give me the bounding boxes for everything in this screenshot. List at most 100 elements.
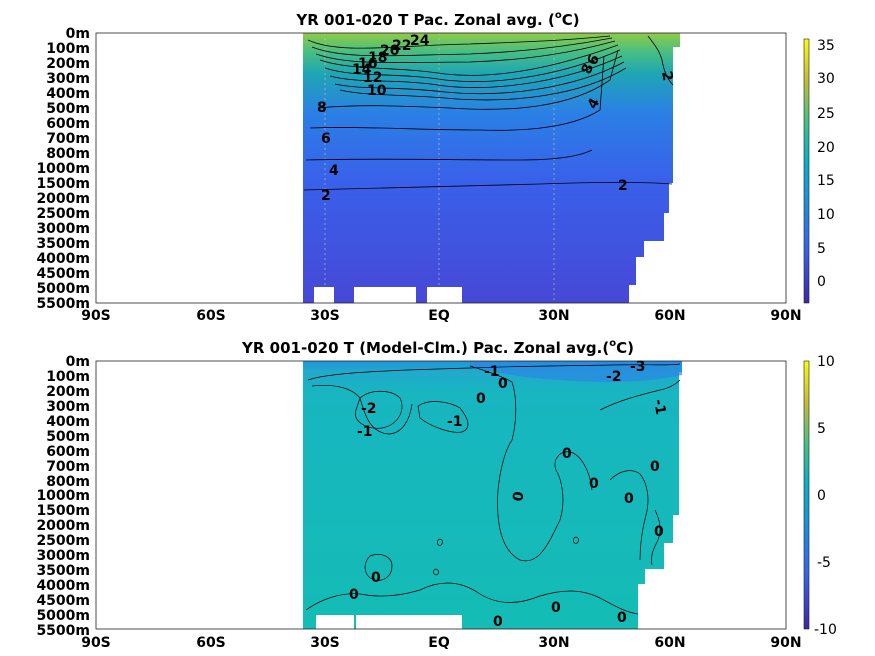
bottom-ytick: 200m xyxy=(46,384,90,400)
bottom-cbar-tick: -5 xyxy=(817,555,831,571)
top-title-end: C) xyxy=(562,11,580,29)
top-cbar-tick: 0 xyxy=(817,274,826,290)
bottom-title-sup: o xyxy=(609,338,616,349)
bottom-axes-frame xyxy=(95,360,787,630)
top-data-field xyxy=(303,33,680,303)
top-cbar-tick: 25 xyxy=(817,106,835,122)
bottom-ytick: 500m xyxy=(46,429,90,445)
top-cbar-tick: 35 xyxy=(817,38,835,54)
contour-label-0: 0 xyxy=(562,446,572,462)
top-ytick: 3000m xyxy=(36,221,90,237)
top-x-axis: 90S 60S 30S EQ 30N 60N 90N xyxy=(81,308,801,324)
top-cbar-tick: 15 xyxy=(817,173,835,189)
bottom-ytick: 5500m xyxy=(36,623,90,639)
bottom-xtick: 60S xyxy=(196,635,226,651)
contour-label-0: 0 xyxy=(624,491,634,507)
bottom-data-field xyxy=(303,361,682,629)
bottom-ocean-floor-gaps xyxy=(316,615,462,629)
top-panel: YR 001-020 T Pac. Zonal avg. (oC) xyxy=(36,10,834,324)
contour-label-2-north: 2 xyxy=(618,178,628,194)
top-xtick: 30S xyxy=(310,308,340,324)
top-ytick: 2500m xyxy=(36,206,90,222)
bottom-ytick: 800m xyxy=(46,474,90,490)
contour-label-20: 20 xyxy=(380,43,400,59)
bottom-panel: YR 001-020 T (Model-Clm.) Pac. Zonal avg… xyxy=(36,338,836,651)
top-ytick: 2000m xyxy=(36,191,90,207)
top-title-sup: o xyxy=(555,10,562,21)
bottom-xtick: 90S xyxy=(81,635,111,651)
top-ytick: 3500m xyxy=(36,236,90,252)
top-ytick: 5500m xyxy=(36,296,90,312)
contour-label-16: 16 xyxy=(358,56,377,72)
top-title-main: YR 001-020 T Pac. Zonal avg. ( xyxy=(295,11,554,29)
bottom-ytick: 2500m xyxy=(36,533,90,549)
bottom-cbar-tick: 5 xyxy=(817,421,826,437)
contour-label-0: 0 xyxy=(476,391,486,407)
top-ytick: 600m xyxy=(46,116,90,132)
contour-label-0: 0 xyxy=(493,614,503,630)
top-cbar-tick: 20 xyxy=(817,140,835,156)
top-ytick: 5000m xyxy=(36,281,90,297)
contour-label-minus2: -2 xyxy=(361,401,377,417)
bottom-colorbar-ramp xyxy=(803,360,810,630)
contour-label-22: 22 xyxy=(392,38,411,54)
bottom-ytick: 2000m xyxy=(36,518,90,534)
top-ocean-floor-gaps xyxy=(314,287,462,303)
contour-label-0: 0 xyxy=(371,570,381,586)
top-ytick: 800m xyxy=(46,146,90,162)
top-colorbar: 35 30 25 20 15 10 5 0 xyxy=(803,38,835,304)
bottom-cbar-tick: -10 xyxy=(814,622,837,638)
top-xtick: 90S xyxy=(81,308,111,324)
bottom-cbar-tick: 0 xyxy=(817,488,826,504)
bottom-xtick: 30N xyxy=(538,635,569,651)
contour-label-2-arctic: 2 xyxy=(658,70,675,82)
bottom-ytick: 700m xyxy=(46,459,90,475)
bottom-ytick: 3000m xyxy=(36,548,90,564)
bottom-contour-lines xyxy=(305,363,681,615)
top-xtick: EQ xyxy=(428,308,450,324)
top-cbar-tick: 10 xyxy=(817,207,835,223)
bottom-ytick: 1500m xyxy=(36,503,90,519)
contour-label-6-south: 6 xyxy=(321,131,331,147)
contour-label-14: 14 xyxy=(352,62,372,78)
bottom-chart-title: YR 001-020 T (Model-Clm.) Pac. Zonal avg… xyxy=(241,338,634,357)
contour-label-0: 0 xyxy=(654,524,664,540)
contour-label-10: 10 xyxy=(367,83,387,99)
top-ytick: 4500m xyxy=(36,266,90,282)
contour-label-0: 0 xyxy=(498,376,508,392)
top-ytick: 4000m xyxy=(36,251,90,267)
contour-label-minus1: -1 xyxy=(484,364,500,380)
contour-label-18: 18 xyxy=(368,50,387,66)
top-xtick: 60S xyxy=(196,308,226,324)
contour-label-24: 24 xyxy=(410,33,430,49)
bottom-y-axis: 0m 100m 200m 300m 400m 500m 600m 700m 80… xyxy=(36,354,90,639)
top-ytick: 400m xyxy=(46,86,90,102)
contour-label-4-south: 4 xyxy=(329,163,339,179)
contour-label-2-south: 2 xyxy=(321,188,331,204)
contour-label-minus2: -2 xyxy=(606,369,622,385)
top-ytick: 0m xyxy=(66,26,90,42)
top-ytick: 1500m xyxy=(36,176,90,192)
bottom-title-end: C) xyxy=(616,339,634,357)
bottom-colorbar: 10 5 0 -5 -10 xyxy=(803,354,837,638)
top-contour-lines xyxy=(303,35,674,191)
bottom-ytick: 0m xyxy=(66,354,90,370)
contour-label-8-south: 8 xyxy=(317,100,327,116)
top-xtick: 90N xyxy=(770,308,801,324)
bottom-ytick: 5000m xyxy=(36,608,90,624)
top-xtick: 60N xyxy=(654,308,685,324)
bottom-ytick: 100m xyxy=(46,369,90,385)
top-ytick: 300m xyxy=(46,71,90,87)
contour-label-0: 0 xyxy=(510,490,527,503)
bottom-xtick: 60N xyxy=(654,635,685,651)
top-colorbar-ramp xyxy=(803,38,810,304)
top-xtick: 30N xyxy=(538,308,569,324)
bottom-ytick: 4500m xyxy=(36,593,90,609)
top-ytick: 500m xyxy=(46,101,90,117)
contour-label-minus3: -3 xyxy=(630,359,646,375)
bottom-cbar-tick: 10 xyxy=(817,354,835,370)
contour-label-0: 0 xyxy=(551,600,561,616)
bottom-xtick: 90N xyxy=(770,635,801,651)
top-cbar-tick: 30 xyxy=(817,71,835,87)
top-ytick: 200m xyxy=(46,56,90,72)
